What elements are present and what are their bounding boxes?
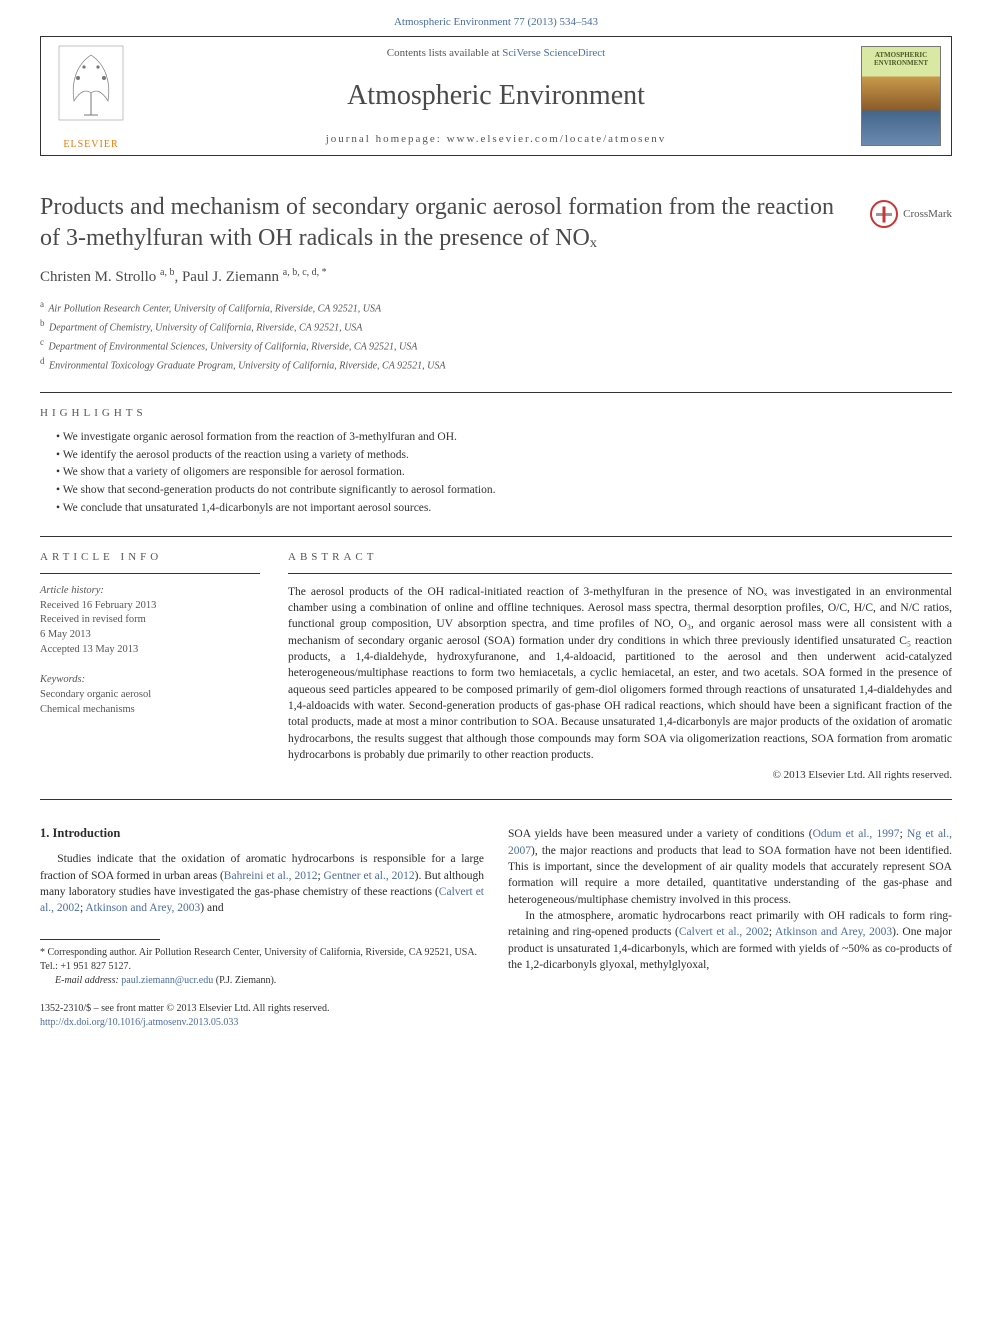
history-line: 6 May 2013 — [40, 628, 260, 643]
abstract-text: The aerosol products of the OH radical-i… — [288, 584, 952, 764]
crossmark-label: CrossMark — [903, 208, 952, 220]
info-rule — [40, 573, 260, 574]
highlight-item: We investigate organic aerosol formation… — [56, 429, 952, 447]
history-label: Article history: — [40, 584, 260, 599]
highlight-item: We show that a variety of oligomers are … — [56, 464, 952, 482]
section-number: 1. — [40, 826, 49, 840]
highlight-item: We identify the aerosol products of the … — [56, 447, 952, 465]
corresponding-footnote: * Corresponding author. Air Pollution Re… — [40, 946, 484, 974]
affiliation-line: a Air Pollution Research Center, Univers… — [40, 298, 952, 317]
cover-title: ATMOSPHERIC ENVIRONMENT — [862, 47, 940, 71]
highlights-list: We investigate organic aerosol formation… — [56, 429, 952, 518]
crossmark-badge[interactable]: CrossMark — [870, 200, 952, 228]
elsevier-tree-icon — [56, 43, 126, 133]
highlight-item: We show that second-generation products … — [56, 482, 952, 500]
body-right-col: SOA yields have been measured under a va… — [508, 826, 952, 987]
email-label: E-mail address: — [55, 975, 121, 986]
affiliation-line: d Environmental Toxicology Graduate Prog… — [40, 355, 952, 374]
article-info-label: ARTICLE INFO — [40, 551, 260, 563]
author-email-link[interactable]: paul.ziemann@ucr.edu — [121, 975, 213, 986]
homepage-prefix: journal homepage: — [326, 133, 447, 145]
running-citation: Atmospheric Environment 77 (2013) 534–54… — [0, 0, 992, 36]
highlights-label: HIGHLIGHTS — [40, 407, 952, 419]
contents-prefix: Contents lists available at — [387, 47, 502, 59]
intro-para-right-1: SOA yields have been measured under a va… — [508, 826, 952, 908]
keywords-label: Keywords: — [40, 673, 260, 688]
elsevier-wordmark: ELSEVIER — [56, 139, 126, 150]
cover-image: ATMOSPHERIC ENVIRONMENT — [861, 46, 941, 146]
article-history: Article history: Received 16 February 20… — [40, 584, 260, 657]
keyword-line: Chemical mechanisms — [40, 703, 260, 718]
intro-para-right-2: In the atmosphere, aromatic hydrocarbons… — [508, 908, 952, 973]
abstract-rule — [288, 573, 952, 574]
section-1-heading: 1. Introduction — [40, 826, 484, 841]
affiliation-line: c Department of Environmental Sciences, … — [40, 336, 952, 355]
keyword-line: Secondary organic aerosol — [40, 688, 260, 703]
abstract-copyright: © 2013 Elsevier Ltd. All rights reserved… — [288, 769, 952, 781]
contents-line: Contents lists available at SciVerse Sci… — [387, 47, 605, 59]
rule-1 — [40, 392, 952, 393]
body-left-col: 1. Introduction Studies indicate that th… — [40, 826, 484, 987]
bottom-meta: 1352-2310/$ – see front matter © 2013 El… — [40, 1002, 952, 1030]
affiliations: a Air Pollution Research Center, Univers… — [40, 298, 952, 373]
crossmark-icon — [870, 200, 898, 228]
header-center: Contents lists available at SciVerse Sci… — [141, 37, 851, 155]
history-line: Received 16 February 2013 — [40, 599, 260, 614]
article-title: Products and mechanism of secondary orga… — [40, 192, 840, 253]
sciencedirect-link[interactable]: SciVerse ScienceDirect — [502, 47, 605, 59]
highlight-item: We conclude that unsaturated 1,4-dicarbo… — [56, 500, 952, 518]
section-title: Introduction — [53, 826, 121, 840]
intro-para-left: Studies indicate that the oxidation of a… — [40, 851, 484, 916]
history-line: Accepted 13 May 2013 — [40, 643, 260, 658]
homepage-line: journal homepage: www.elsevier.com/locat… — [326, 133, 667, 145]
abstract-label: ABSTRACT — [288, 551, 952, 563]
journal-name: Atmospheric Environment — [347, 80, 645, 112]
history-line: Received in revised form — [40, 613, 260, 628]
email-footnote: E-mail address: paul.ziemann@ucr.edu (P.… — [40, 974, 484, 988]
authors-line: Christen M. Strollo a, b, Paul J. Zieman… — [40, 267, 952, 286]
journal-header-box: ELSEVIER Contents lists available at Sci… — [40, 36, 952, 156]
doi-link[interactable]: http://dx.doi.org/10.1016/j.atmosenv.201… — [40, 1017, 238, 1028]
front-matter-line: 1352-2310/$ – see front matter © 2013 El… — [40, 1002, 952, 1016]
homepage-url: www.elsevier.com/locate/atmosenv — [447, 133, 667, 145]
elsevier-logo: ELSEVIER — [41, 37, 141, 155]
footnote-rule — [40, 939, 160, 940]
journal-cover-thumb: ATMOSPHERIC ENVIRONMENT — [851, 37, 951, 155]
rule-3 — [40, 799, 952, 800]
email-suffix: (P.J. Ziemann). — [213, 975, 276, 986]
keywords-block: Keywords: Secondary organic aerosolChemi… — [40, 673, 260, 717]
affiliation-line: b Department of Chemistry, University of… — [40, 317, 952, 336]
